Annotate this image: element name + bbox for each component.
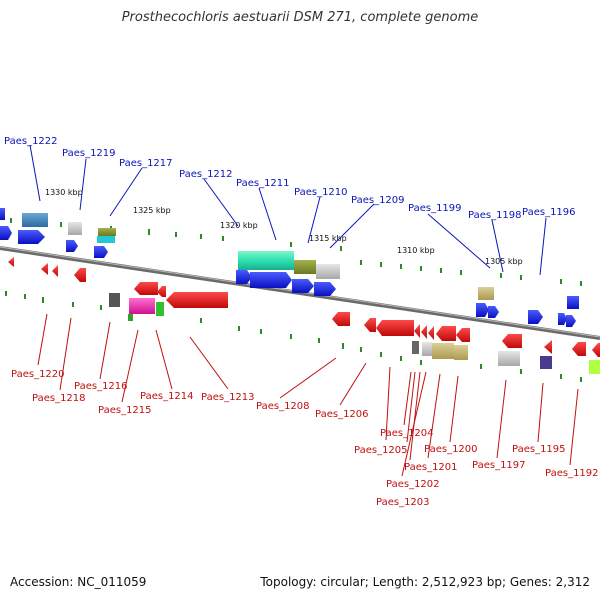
accession-text: Accession: NC_011059 — [10, 575, 147, 589]
gene-paes-1195[interactable] — [544, 340, 552, 354]
kbp-label: 1320 kbp — [220, 221, 258, 230]
gene-label[interactable]: Paes_1204 — [380, 428, 434, 439]
gene-arrow[interactable] — [8, 257, 14, 267]
gene-label[interactable]: Paes_1197 — [472, 460, 526, 471]
gene-label[interactable]: Paes_1219 — [62, 148, 116, 159]
gene-label[interactable]: Paes_1195 — [512, 444, 566, 455]
gene-arrow[interactable] — [250, 272, 292, 288]
gene-paes-1206[interactable] — [376, 320, 414, 336]
gene-arrow[interactable] — [488, 306, 499, 318]
gene-label[interactable]: Paes_1216 — [74, 381, 128, 392]
gene-small[interactable] — [0, 208, 5, 220]
gene-paes-1201[interactable] — [436, 326, 456, 341]
gene-label[interactable]: Paes_1217 — [119, 158, 173, 169]
gene-arrow[interactable] — [66, 240, 78, 252]
gene-paes-1215[interactable] — [129, 298, 155, 314]
gene-paes-1200[interactable] — [456, 328, 470, 342]
gene-arrow[interactable] — [428, 326, 434, 340]
gene-label[interactable]: Paes_1218 — [32, 393, 86, 404]
gene-label[interactable]: Paes_1210 — [294, 187, 348, 198]
gene-arrow[interactable] — [528, 310, 543, 324]
gene-paes-1196[interactable] — [567, 296, 579, 309]
kbp-label: 1305 kbp — [485, 257, 523, 266]
gene-arrow[interactable] — [134, 282, 158, 295]
gene-paes-1211[interactable] — [236, 270, 252, 284]
gene-label[interactable]: Paes_1205 — [354, 445, 408, 456]
gene-label[interactable]: Paes_1208 — [256, 401, 310, 412]
gene-label[interactable]: Paes_1214 — [140, 391, 194, 402]
gene-label[interactable]: Paes_1203 — [376, 497, 430, 508]
gene-label[interactable]: Paes_1215 — [98, 405, 152, 416]
gene-label[interactable]: Paes_1192 — [545, 468, 599, 479]
bottom-leader-lines — [37, 313, 579, 477]
gene-paes-1192[interactable] — [589, 360, 600, 374]
kbp-label: 1315 kbp — [309, 234, 347, 243]
gene-arrow[interactable] — [558, 313, 567, 325]
top-leader-lines — [29, 144, 547, 276]
gene-box[interactable] — [540, 356, 552, 369]
gene-paes-1198[interactable] — [478, 287, 494, 300]
gene-label[interactable]: Paes_1201 — [404, 462, 458, 473]
gene-box[interactable] — [454, 345, 468, 360]
gene-paes-1197[interactable] — [498, 351, 520, 366]
lower-tick-track — [5, 291, 582, 382]
gene-label[interactable]: Paes_1202 — [386, 479, 440, 490]
kbp-label: 1325 kbp — [133, 206, 171, 215]
gene-label[interactable]: Paes_1220 — [11, 369, 65, 380]
kbp-scale: 1330 kbp 1325 kbp 1320 kbp 1315 kbp 1310… — [45, 188, 523, 266]
gene-label[interactable]: Paes_1200 — [424, 444, 478, 455]
gene-arrow[interactable] — [94, 246, 108, 258]
gene-arrow[interactable] — [157, 286, 166, 297]
gene-arrow[interactable] — [292, 279, 314, 293]
gene-label[interactable]: Paes_1196 — [522, 207, 576, 218]
gene-label[interactable]: Paes_1222 — [4, 136, 58, 147]
gene-label[interactable]: Paes_1212 — [179, 169, 233, 180]
gene-paes-1212[interactable] — [238, 251, 294, 270]
gene-box[interactable] — [432, 343, 454, 359]
gene-arrow[interactable] — [74, 268, 86, 282]
gene-arrow[interactable] — [592, 343, 600, 357]
gene-label[interactable]: Paes_1209 — [351, 195, 405, 206]
gene-arrow[interactable] — [332, 312, 350, 326]
gene-paes-1214[interactable] — [156, 302, 164, 316]
gene-arrow[interactable] — [18, 230, 45, 244]
gene-paes-1209[interactable] — [316, 264, 340, 279]
gene-label[interactable]: Paes_1213 — [201, 392, 255, 403]
gene-arrow[interactable] — [52, 265, 58, 277]
gene-paes-1216[interactable] — [109, 293, 120, 307]
gene-arrow[interactable] — [0, 226, 12, 240]
gene-paes-1213[interactable] — [166, 292, 228, 308]
gene-arrow[interactable] — [566, 315, 576, 327]
gene-label[interactable]: Paes_1199 — [408, 203, 462, 214]
gene-arrow[interactable] — [41, 263, 48, 275]
kbp-label: 1330 kbp — [45, 188, 83, 197]
gene-paes-1222[interactable] — [22, 213, 48, 227]
gene-arrow[interactable] — [314, 282, 336, 296]
bottom-gene-labels: Paes_1220 Paes_1218 Paes_1216 Paes_1215 … — [11, 369, 599, 508]
gene-paes-1217-b[interactable] — [97, 236, 115, 243]
gene-small[interactable] — [128, 314, 133, 321]
gene-paes-1204[interactable] — [421, 325, 427, 339]
genome-stats-text: Topology: circular; Length: 2,512,923 bp… — [260, 575, 590, 589]
gene-paes-1203[interactable] — [412, 341, 419, 354]
gene-paes-1208[interactable] — [364, 318, 376, 332]
gene-paes-1202[interactable] — [422, 342, 432, 356]
gene-arrow[interactable] — [476, 303, 489, 317]
reverse-strand-genes — [8, 257, 600, 374]
gene-paes-1219[interactable] — [68, 222, 82, 235]
gene-label[interactable]: Paes_1198 — [468, 210, 522, 221]
forward-strand-genes — [0, 208, 579, 327]
gene-label[interactable]: Paes_1206 — [315, 409, 369, 420]
gene-paes-1217-a[interactable] — [98, 228, 116, 236]
gene-arrow[interactable] — [502, 334, 522, 348]
top-gene-labels: Paes_1222 Paes_1219 Paes_1217 Paes_1212 … — [4, 136, 576, 221]
map-title: Prosthecochloris aestuarii DSM 271, comp… — [121, 10, 479, 25]
gene-paes-1210[interactable] — [294, 260, 316, 274]
gene-arrow[interactable] — [572, 342, 586, 356]
gene-label[interactable]: Paes_1211 — [236, 178, 290, 189]
kbp-label: 1310 kbp — [397, 246, 435, 255]
gene-paes-1205[interactable] — [414, 324, 420, 338]
